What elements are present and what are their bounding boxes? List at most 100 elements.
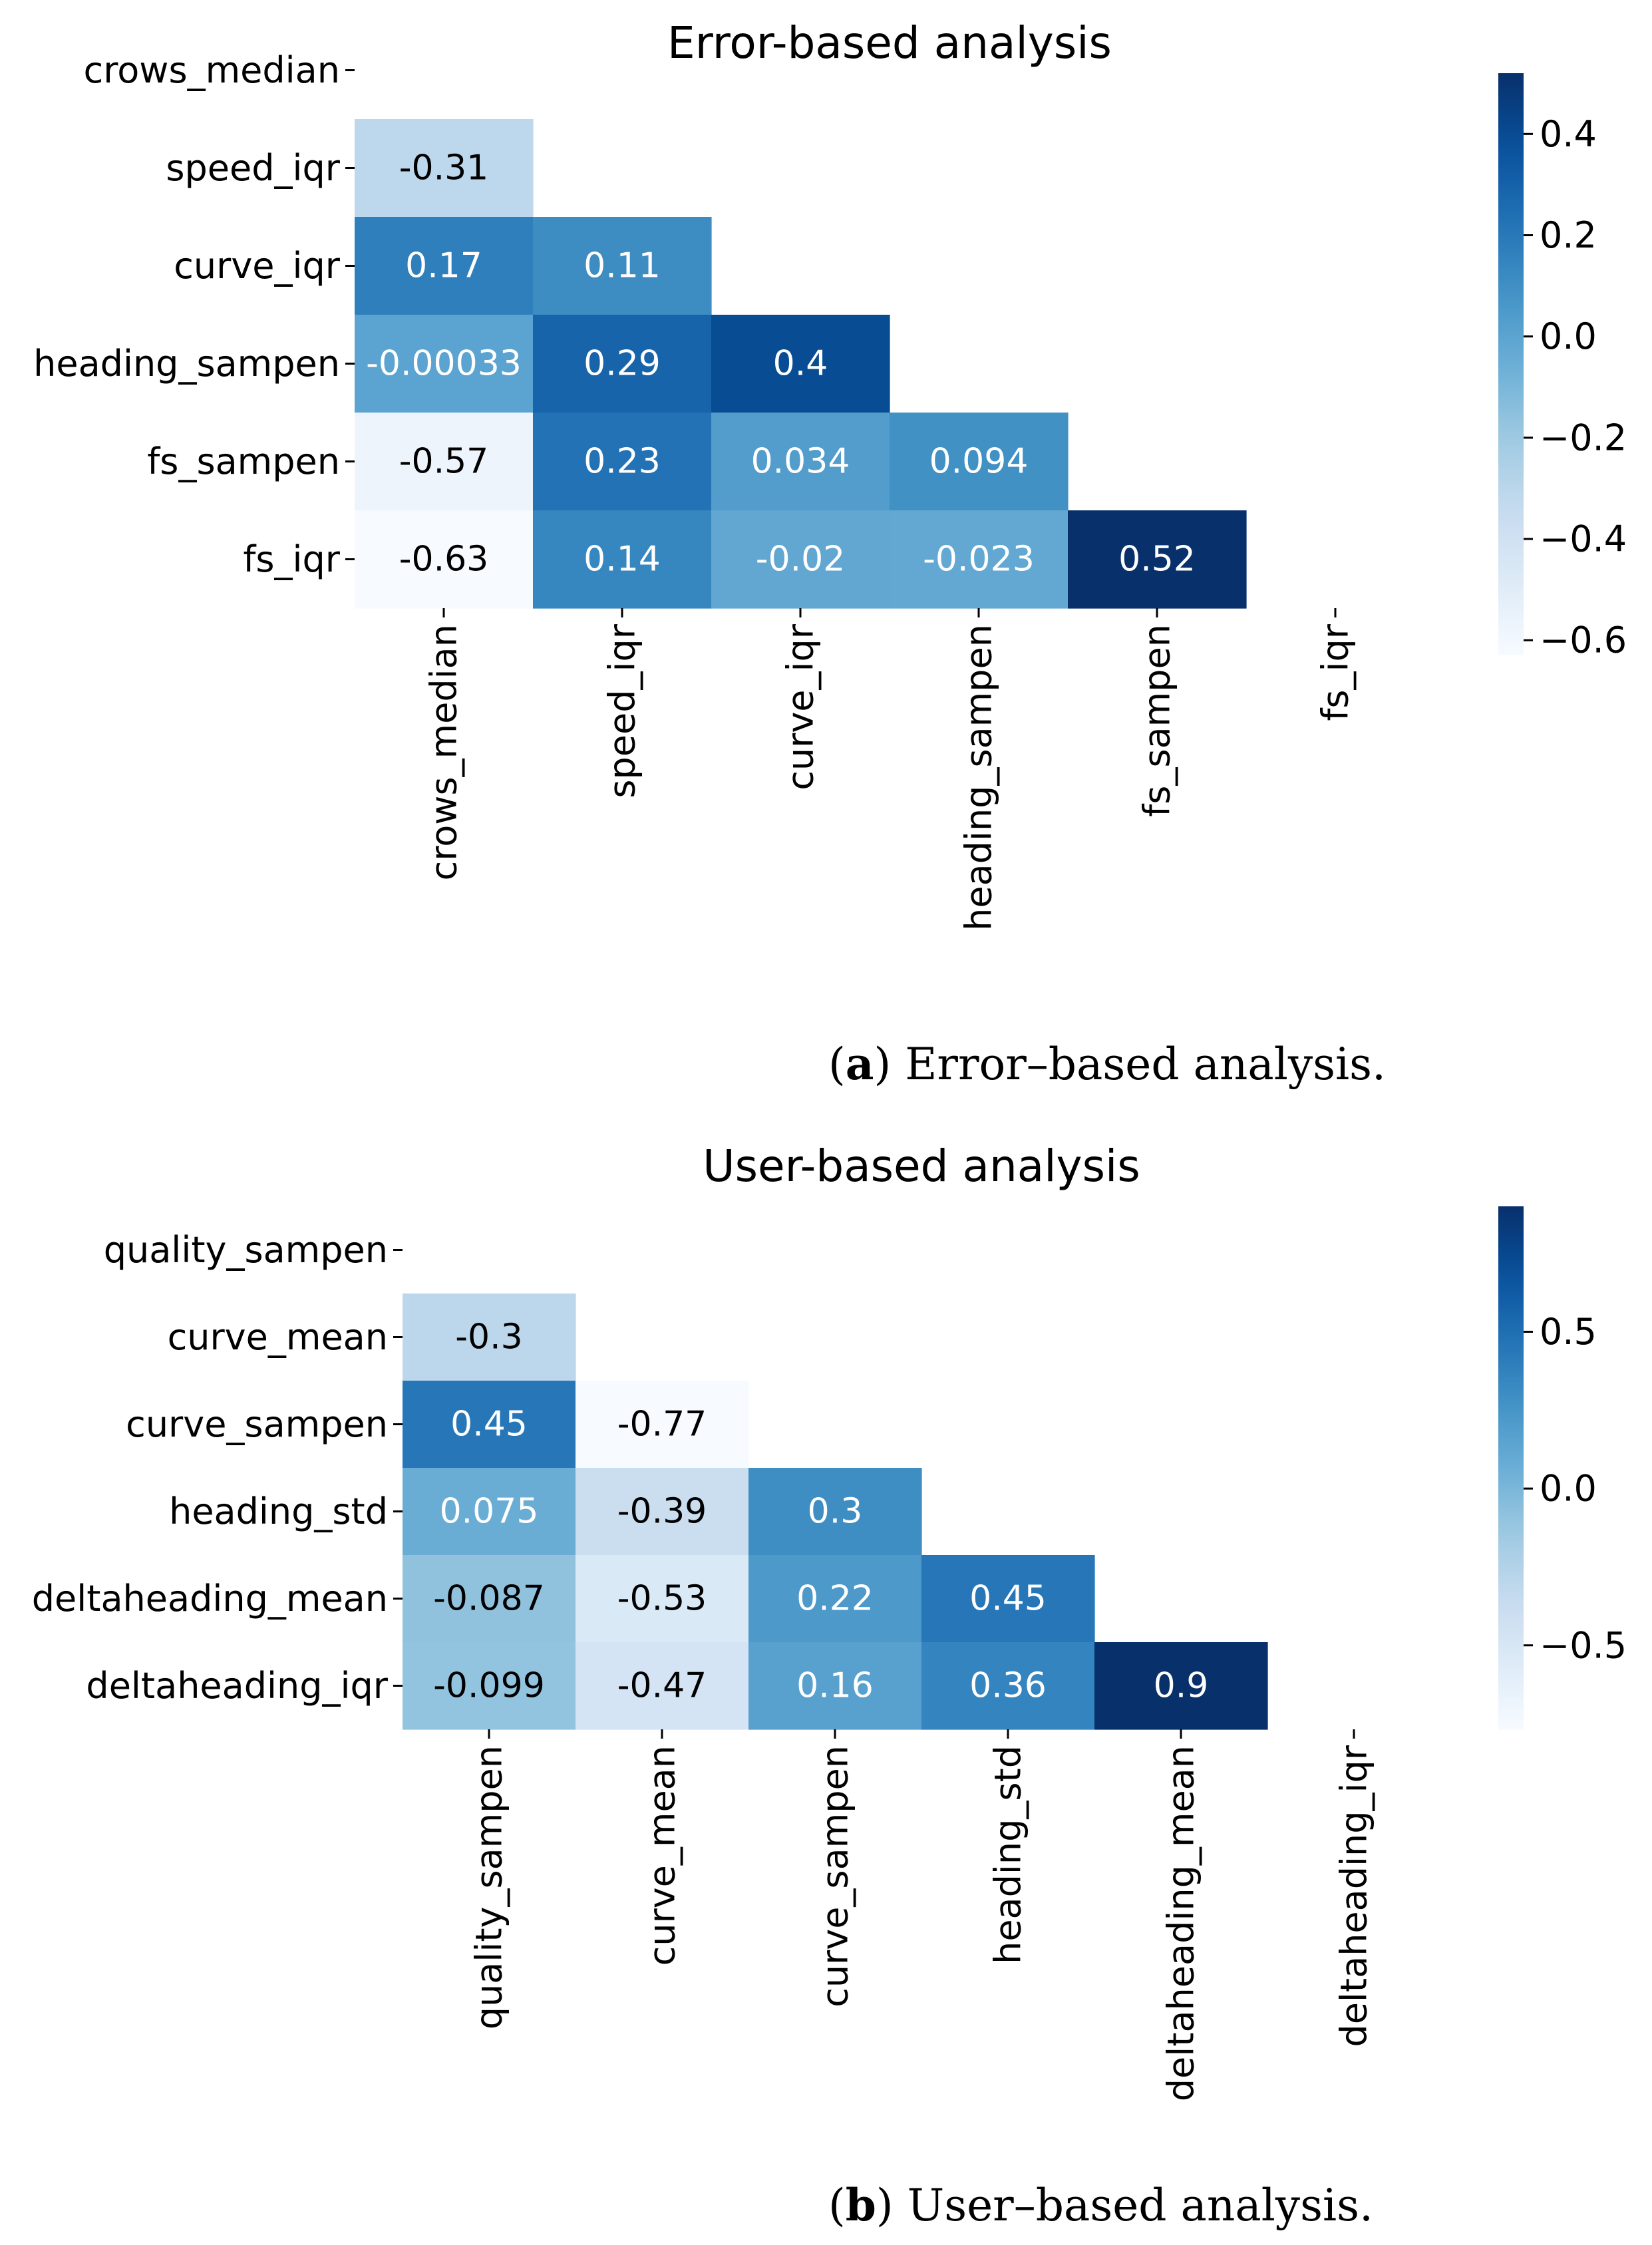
heatmap-cell (576, 1555, 749, 1643)
chart-title: Error-based analysis (667, 17, 1112, 69)
cell-label: -0.57 (399, 442, 489, 482)
caption-b-text: ) User–based analysis. (876, 2180, 1373, 2231)
colorbar-tick-label: 0.2 (1540, 214, 1597, 256)
heatmap-cell (921, 1642, 1095, 1730)
heatmap-user-based: User-based analysis -0.3 0.45 -0.77 0.075 -0.… (32, 1140, 1627, 2101)
cell-label: 0.45 (969, 1579, 1047, 1619)
heatmap-cell (403, 1555, 576, 1643)
colorbar-tick-label: −0.4 (1540, 518, 1627, 560)
colorbar-tick-label: −0.5 (1540, 1624, 1627, 1666)
heatmap-cell (403, 1381, 576, 1468)
cell-label: 0.16 (796, 1666, 874, 1706)
y-tick-label: crows_median (84, 49, 340, 91)
caption-b: (b) User–based analysis. (828, 2179, 1373, 2231)
x-tick-label: heading_sampen (958, 624, 1000, 931)
heatmap-error-based: Error-based analysis -0.31 0.17 0.11 -0.0003… (33, 17, 1627, 931)
heatmap-cell (576, 1381, 749, 1468)
caption-a: (a) Error–based analysis. (828, 1038, 1386, 1090)
colorbar-tick-label: 0.0 (1540, 1468, 1597, 1510)
x-tick-label: curve_iqr (780, 623, 822, 790)
x-tick-label: deltaheading_iqr (1333, 1745, 1375, 2047)
cell-label: 0.034 (751, 442, 850, 482)
cell-label: 0.075 (440, 1492, 539, 1532)
x-tick-label: deltaheading_mean (1160, 1745, 1202, 2101)
colorbar-tick-label: −0.2 (1540, 417, 1627, 458)
y-tick-label: deltaheading_iqr (86, 1665, 388, 1707)
cell-label: 0.29 (583, 344, 661, 384)
heatmap-cell (355, 510, 534, 609)
heatmap-cell (533, 413, 712, 511)
heatmap-cell (533, 315, 712, 413)
cell-label: -0.099 (433, 1666, 545, 1706)
heatmap-cell (1068, 510, 1247, 609)
cell-label: 0.9 (1154, 1666, 1209, 1706)
x-tick-label: fs_sampen (1136, 624, 1178, 817)
y-tick-label: heading_sampen (33, 343, 340, 385)
heatmap-cell (576, 1642, 749, 1730)
colorbar (1498, 73, 1524, 655)
heatmap-cell (576, 1468, 749, 1556)
cell-label: -0.023 (923, 540, 1035, 580)
cell-label: 0.36 (969, 1666, 1047, 1706)
heatmap-cell (355, 315, 534, 413)
heatmap-cell (355, 217, 534, 315)
y-tick-label: speed_iqr (166, 147, 340, 189)
y-tick-label: curve_iqr (174, 245, 341, 287)
y-tick-label: deltaheading_mean (32, 1578, 388, 1620)
y-tick-label: quality_sampen (104, 1229, 388, 1271)
cell-label: -0.00033 (366, 344, 522, 384)
heatmap-cell (711, 413, 890, 511)
cell-label: -0.31 (399, 148, 489, 188)
x-tick-label: curve_sampen (814, 1745, 856, 2007)
heatmap-cell (403, 1294, 576, 1381)
heatmap-cell (711, 510, 890, 609)
cell-label: 0.4 (773, 344, 828, 384)
cell-label: 0.3 (808, 1492, 863, 1532)
chart-title: User-based analysis (703, 1140, 1140, 1192)
heatmap-cell (748, 1642, 922, 1730)
heatmap-cell (355, 119, 534, 218)
colorbar-tick-label: −0.6 (1540, 619, 1627, 661)
x-tick-label: speed_iqr (601, 623, 643, 798)
y-tick-label: curve_mean (168, 1316, 388, 1358)
cell-label: 0.45 (450, 1405, 528, 1445)
y-tick-label: curve_sampen (126, 1403, 388, 1445)
heatmap-cell (403, 1642, 576, 1730)
caption-b-letter: b (845, 2179, 876, 2231)
cell-label: 0.11 (583, 246, 661, 286)
x-tick-label: heading_std (987, 1745, 1029, 1964)
y-tick-label: fs_iqr (243, 538, 340, 580)
heatmap-cell (748, 1555, 922, 1643)
cell-label: -0.39 (617, 1492, 707, 1532)
heatmap-cell (1094, 1642, 1268, 1730)
heatmap-cell (533, 510, 712, 609)
colorbar (1498, 1206, 1524, 1730)
cell-label: -0.63 (399, 540, 489, 580)
x-tick-label: curve_mean (641, 1745, 683, 1966)
heatmap-cell (890, 510, 1069, 609)
y-tick-label: heading_std (169, 1490, 388, 1532)
cell-label: -0.087 (433, 1579, 545, 1619)
cell-label: -0.77 (617, 1405, 707, 1445)
heatmap-cell (890, 413, 1069, 511)
caption-a-text: ) Error–based analysis. (874, 1039, 1386, 1090)
heatmap-cell (533, 217, 712, 315)
colorbar-tick-label: 0.5 (1540, 1311, 1597, 1353)
heatmap-cell (355, 413, 534, 511)
x-tick-label: crows_median (423, 624, 465, 880)
heatmap-cell (921, 1555, 1095, 1643)
cell-label: 0.52 (1118, 540, 1196, 580)
heatmap-cell (748, 1468, 922, 1556)
heatmap-cell (711, 315, 890, 413)
heatmap-cell (403, 1468, 576, 1556)
x-tick-label: quality_sampen (468, 1745, 510, 2029)
cell-label: -0.02 (756, 540, 846, 580)
cell-label: 0.14 (583, 540, 661, 580)
cell-label: 0.22 (796, 1579, 874, 1619)
x-tick-label: fs_iqr (1315, 623, 1357, 721)
cell-label: 0.094 (929, 442, 1029, 482)
cell-label: 0.23 (583, 442, 661, 482)
cell-label: -0.53 (617, 1579, 707, 1619)
cell-label: -0.47 (617, 1666, 707, 1706)
